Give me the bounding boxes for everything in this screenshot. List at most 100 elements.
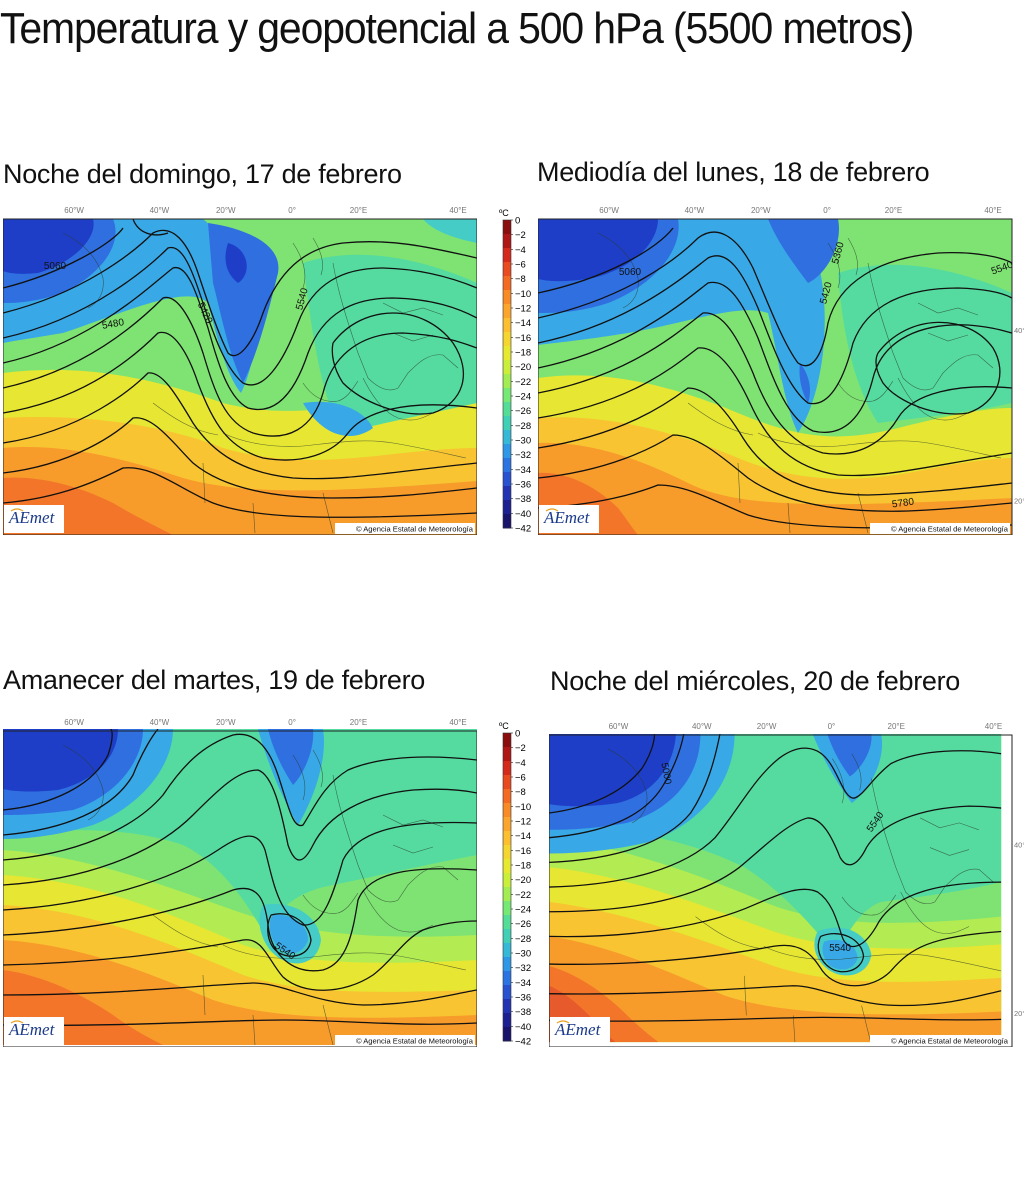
colorbar-tick-label: −16 xyxy=(515,846,531,857)
colorbar-tick-label: −42 xyxy=(515,1037,531,1048)
coastline xyxy=(597,232,639,309)
geopotential-contour xyxy=(538,312,1012,455)
coastline xyxy=(607,748,648,824)
colorbar-tick-label: −14 xyxy=(515,318,531,329)
coastline xyxy=(763,946,1002,972)
temperature-band xyxy=(838,264,1012,423)
longitude-label: 40°W xyxy=(150,718,170,727)
page-title: Temperatura y geopotencial a 500 hPa (55… xyxy=(0,4,914,53)
temperature-band xyxy=(768,219,839,283)
contour-label: 5480 xyxy=(101,317,125,332)
aemet-logo-text: AEmet xyxy=(543,508,591,527)
temperature-band xyxy=(3,219,94,274)
colorbar-tick-label: −20 xyxy=(515,875,531,886)
longitude-label: 0° xyxy=(288,206,296,215)
colorbar-tick-label: −38 xyxy=(515,1007,531,1018)
colorbar-tick-label: −12 xyxy=(515,817,531,828)
coastline xyxy=(757,432,1002,459)
contour-label: 5060 xyxy=(44,261,67,272)
coastline xyxy=(292,749,323,801)
colorbar-tick-label: −4 xyxy=(515,758,526,769)
geopotential-contour xyxy=(538,281,1012,433)
geopotential-contour xyxy=(3,246,477,386)
coastline xyxy=(920,817,979,856)
coastline xyxy=(695,916,760,949)
geopotential-contour xyxy=(3,1019,477,1027)
aemet-logo-text: AEmet xyxy=(554,1020,602,1039)
temperature-band xyxy=(538,219,658,282)
colorbar-swatch xyxy=(503,248,511,263)
geopotential-contour xyxy=(549,985,1002,1007)
temperature-band xyxy=(799,363,811,403)
colorbar-swatch xyxy=(503,220,511,235)
colorbar-tick-label: −2 xyxy=(515,230,526,241)
colorbar-swatch xyxy=(503,971,511,986)
longitude-label: 20°W xyxy=(757,722,777,731)
longitude-label: 60°W xyxy=(599,206,619,215)
colorbar-swatch xyxy=(503,458,511,473)
latitude-label: 40°N xyxy=(1014,326,1024,335)
colorbar-swatch xyxy=(503,374,511,389)
geopotential-contour xyxy=(3,267,477,411)
coastline xyxy=(841,894,897,916)
temperature-band xyxy=(827,734,872,777)
coastline xyxy=(897,377,969,421)
geopotential-contour xyxy=(331,312,464,415)
longitude-label: 20°E xyxy=(350,718,367,727)
longitude-label: 40°W xyxy=(692,722,712,731)
geopotential-contour xyxy=(267,913,312,957)
geopotential-contour xyxy=(549,734,656,814)
colorbar-swatch xyxy=(503,290,511,305)
geopotential-contour xyxy=(549,734,685,839)
colorbar-swatch xyxy=(503,803,511,818)
colorbar-swatch xyxy=(503,999,511,1014)
contour-label: 5060 xyxy=(619,267,642,278)
latitude-label: 40°N xyxy=(1014,840,1024,849)
colorbar-tick-label: −6 xyxy=(515,773,526,784)
colorbar-tick-label: −32 xyxy=(515,963,531,974)
colorbar-swatch xyxy=(503,444,511,459)
geopotential-contour xyxy=(3,733,477,861)
colorbar-swatch xyxy=(503,985,511,1000)
colorbar-tick-label: −28 xyxy=(515,421,531,432)
colorbar-tick-label: −10 xyxy=(515,802,531,813)
geopotential-contour xyxy=(875,321,1001,415)
colorbar-swatch xyxy=(503,733,511,748)
coastline xyxy=(302,380,359,402)
colorbar-tick-label: −26 xyxy=(515,406,531,417)
temperature-band xyxy=(269,914,308,954)
temperature-band xyxy=(3,940,477,1045)
colorbar-tick-label: −18 xyxy=(515,861,531,872)
coastline xyxy=(867,262,994,391)
colorbar-swatch xyxy=(503,388,511,403)
coastline xyxy=(152,402,219,436)
coastline xyxy=(871,778,994,905)
temperature-band xyxy=(225,243,247,283)
colorbar-swatch xyxy=(503,859,511,874)
colorbar-unit: ºC xyxy=(499,721,509,731)
coastline xyxy=(917,302,979,342)
longitude-label: 40°E xyxy=(984,206,1001,215)
temperature-band xyxy=(303,254,477,433)
longitude-label: 20°E xyxy=(888,722,905,731)
colorbar-tick-label: −22 xyxy=(515,377,531,388)
colorbar-swatch xyxy=(503,430,511,445)
geopotential-contour xyxy=(549,930,1002,987)
geopotential-contour xyxy=(3,229,477,357)
geopotential-contour xyxy=(132,219,169,236)
aemet-logo: AEmet xyxy=(4,1017,64,1045)
geopotential-contour xyxy=(538,434,1012,512)
aemet-logo-text: AEmet xyxy=(8,508,56,527)
colorbar-swatch xyxy=(503,416,511,431)
longitude-label: 20°W xyxy=(216,206,236,215)
coastline xyxy=(362,377,434,421)
copyright-watermark: © Agencia Estatal de Meteorología xyxy=(891,1037,1009,1046)
coastline xyxy=(202,462,334,534)
colorbar-tick-label: −40 xyxy=(515,1022,531,1033)
colorbar-tick-label: −42 xyxy=(515,524,531,535)
colorbar-swatch xyxy=(503,775,511,790)
colorbar-swatch xyxy=(503,929,511,944)
geopotential-contour xyxy=(538,347,1012,477)
longitude-label: 20°W xyxy=(751,206,771,215)
geopotential-contour xyxy=(817,933,865,973)
